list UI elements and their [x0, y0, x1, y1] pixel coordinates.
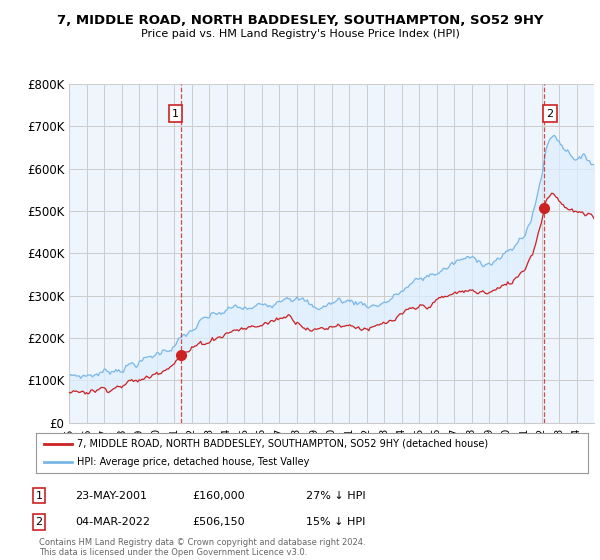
Text: £506,150: £506,150 [192, 517, 245, 527]
Text: 7, MIDDLE ROAD, NORTH BADDESLEY, SOUTHAMPTON, SO52 9HY (detached house): 7, MIDDLE ROAD, NORTH BADDESLEY, SOUTHAM… [77, 439, 488, 449]
Text: 7, MIDDLE ROAD, NORTH BADDESLEY, SOUTHAMPTON, SO52 9HY: 7, MIDDLE ROAD, NORTH BADDESLEY, SOUTHAM… [57, 14, 543, 27]
Text: 04-MAR-2022: 04-MAR-2022 [75, 517, 150, 527]
Text: 2: 2 [35, 517, 43, 527]
Text: Price paid vs. HM Land Registry's House Price Index (HPI): Price paid vs. HM Land Registry's House … [140, 29, 460, 39]
Text: £160,000: £160,000 [192, 491, 245, 501]
Text: 23-MAY-2001: 23-MAY-2001 [75, 491, 147, 501]
Text: 2: 2 [546, 109, 553, 119]
Text: 1: 1 [35, 491, 43, 501]
Text: 15% ↓ HPI: 15% ↓ HPI [306, 517, 365, 527]
Text: 1: 1 [172, 109, 179, 119]
Text: HPI: Average price, detached house, Test Valley: HPI: Average price, detached house, Test… [77, 458, 310, 467]
Text: 27% ↓ HPI: 27% ↓ HPI [306, 491, 365, 501]
Text: Contains HM Land Registry data © Crown copyright and database right 2024.
This d: Contains HM Land Registry data © Crown c… [39, 538, 365, 557]
